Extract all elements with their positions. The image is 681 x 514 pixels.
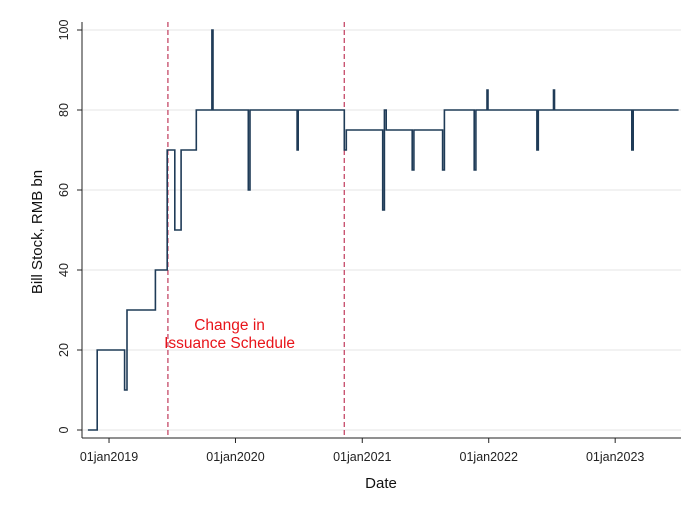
x-tick-label: 01jan2023: [586, 450, 644, 464]
y-tick-label: 60: [57, 183, 71, 197]
reference-lines: [167, 22, 345, 438]
x-axis-title: Date: [365, 475, 397, 492]
x-tick-label: 01jan2022: [460, 450, 518, 464]
x-tick-label: 01jan2021: [333, 450, 391, 464]
y-axis-ticks: 0 20 40 60 80 100: [57, 20, 82, 433]
gridlines: [82, 29, 681, 431]
y-tick-label: 100: [57, 20, 71, 41]
x-axis-ticks: 01jan2019 01jan2020 01jan2021 01jan2022 01ja…: [80, 438, 644, 464]
x-tick-label: 01jan2020: [206, 450, 264, 464]
series-layer: [87, 29, 679, 431]
y-tick-label: 80: [57, 103, 71, 117]
y-axis-title: Bill Stock, RMB bn: [29, 170, 46, 294]
x-tick-label: 01jan2019: [80, 450, 138, 464]
y-tick-label: 40: [57, 263, 71, 277]
annotation-line-2: Issuance Schedule: [164, 335, 295, 352]
y-tick-label: 20: [57, 343, 71, 357]
annotation-line-1: Change in: [194, 317, 265, 334]
series-line-0: [87, 29, 679, 431]
y-tick-label: 0: [57, 426, 71, 433]
